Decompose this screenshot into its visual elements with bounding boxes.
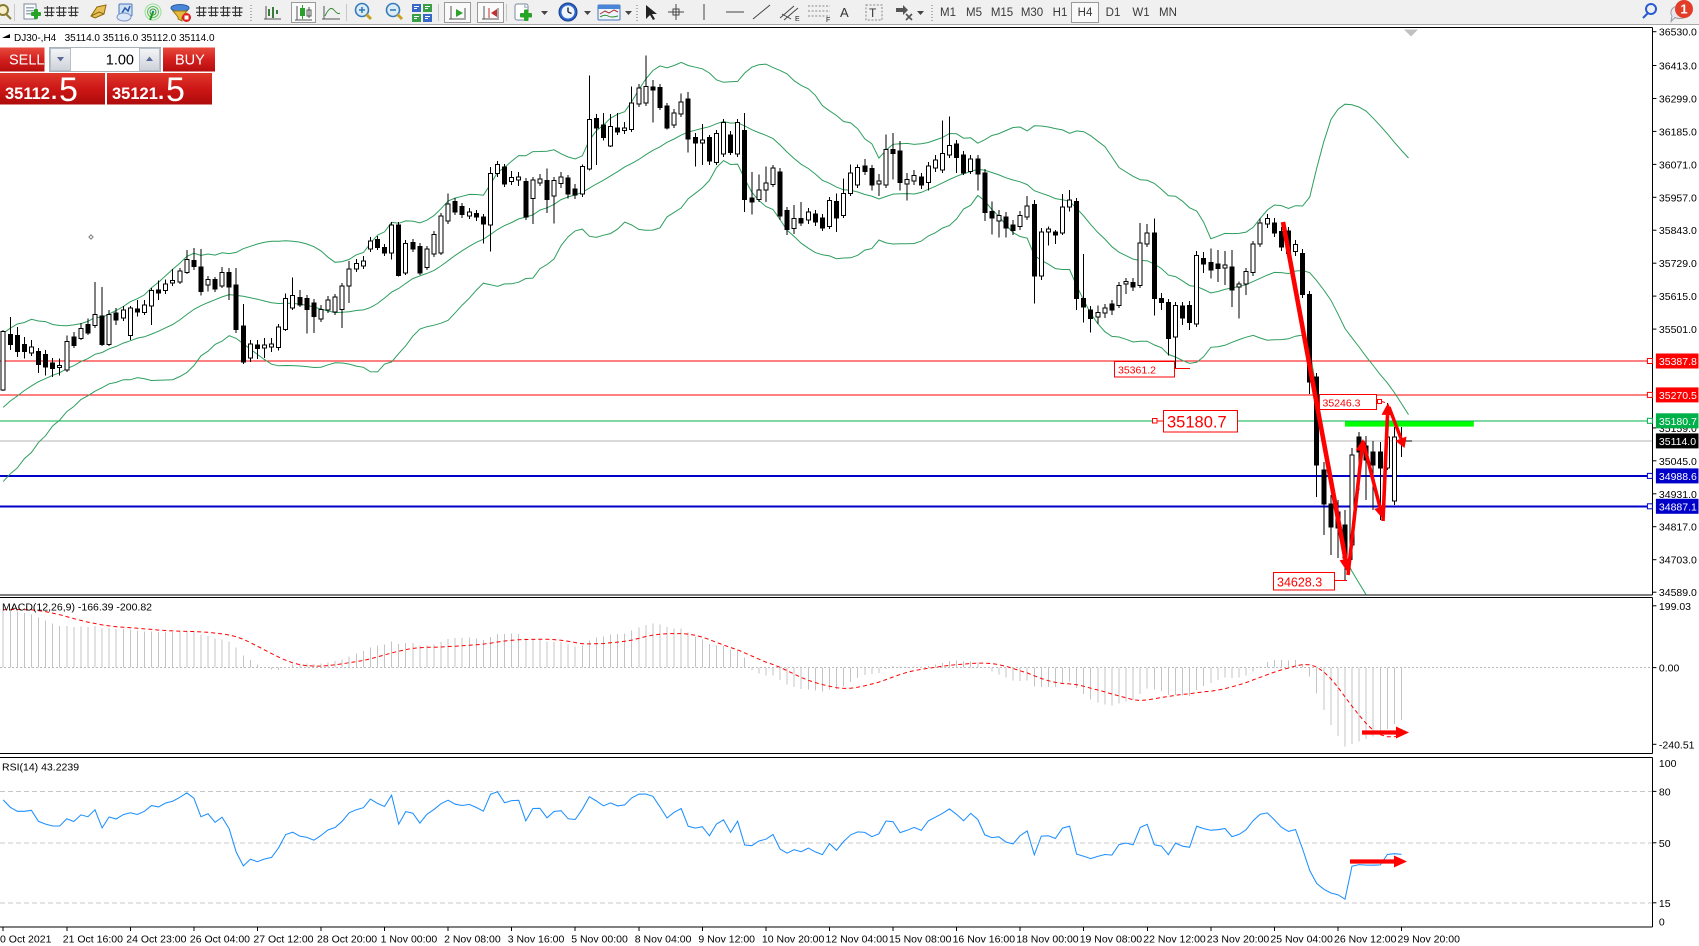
svg-text:35387.8: 35387.8 <box>1659 356 1697 368</box>
svg-text:34887.1: 34887.1 <box>1659 501 1697 513</box>
svg-text:SELL: SELL <box>9 53 44 69</box>
svg-text:BUY: BUY <box>175 53 205 69</box>
svg-text:24 Oct 23:00: 24 Oct 23:00 <box>126 934 186 946</box>
svg-text:5 Nov 00:00: 5 Nov 00:00 <box>571 934 628 946</box>
svg-text:34817.0: 34817.0 <box>1659 522 1697 534</box>
svg-text:23 Nov 20:00: 23 Nov 20:00 <box>1207 934 1270 946</box>
svg-text:22 Nov 12:00: 22 Nov 12:00 <box>1143 934 1206 946</box>
svg-text:0: 0 <box>1659 917 1665 929</box>
svg-text:36530.0: 36530.0 <box>1659 27 1697 39</box>
svg-text:9 Nov 12:00: 9 Nov 12:00 <box>698 934 755 946</box>
svg-text:35501.0: 35501.0 <box>1659 324 1697 336</box>
svg-text:35957.0: 35957.0 <box>1659 192 1697 204</box>
svg-text:8 Nov 04:00: 8 Nov 04:00 <box>635 934 692 946</box>
svg-text:RSI(14) 43.2239: RSI(14) 43.2239 <box>2 762 79 774</box>
svg-text:35112: 35112 <box>5 85 50 103</box>
svg-text:26 Nov 12:00: 26 Nov 12:00 <box>1334 934 1397 946</box>
svg-text:35045.0: 35045.0 <box>1659 456 1697 468</box>
svg-text:35270.5: 35270.5 <box>1659 390 1697 402</box>
svg-text:1: 1 <box>1680 2 1687 17</box>
svg-text:A: A <box>840 5 849 20</box>
svg-text:D1: D1 <box>1106 7 1121 19</box>
svg-text:29 Nov 20:00: 29 Nov 20:00 <box>1398 934 1461 946</box>
svg-text:36413.0: 36413.0 <box>1659 61 1697 73</box>
svg-text:35246.3: 35246.3 <box>1323 397 1361 409</box>
svg-text:18 Nov 00:00: 18 Nov 00:00 <box>1016 934 1079 946</box>
svg-text:.: . <box>158 79 164 104</box>
svg-text:36185.0: 36185.0 <box>1659 126 1697 138</box>
svg-text:28 Oct 20:00: 28 Oct 20:00 <box>317 934 377 946</box>
svg-text:E: E <box>795 16 800 23</box>
svg-text:.: . <box>51 79 57 104</box>
svg-text:15: 15 <box>1659 898 1671 910</box>
svg-text:27 Oct 12:00: 27 Oct 12:00 <box>253 934 313 946</box>
svg-text:35180.7: 35180.7 <box>1659 416 1697 428</box>
svg-text:19 Nov 08:00: 19 Nov 08:00 <box>1080 934 1143 946</box>
svg-text:50: 50 <box>1659 838 1671 850</box>
svg-text:5: 5 <box>59 71 78 109</box>
svg-text:5: 5 <box>166 71 185 109</box>
svg-text:M15: M15 <box>991 7 1013 19</box>
svg-text:10 Nov 20:00: 10 Nov 20:00 <box>762 934 825 946</box>
svg-text:80: 80 <box>1659 786 1671 798</box>
svg-text:34703.0: 34703.0 <box>1659 555 1697 567</box>
svg-text:35180.7: 35180.7 <box>1167 414 1227 432</box>
svg-text:26 Oct 04:00: 26 Oct 04:00 <box>190 934 250 946</box>
svg-text:100: 100 <box>1659 758 1677 770</box>
svg-text:M30: M30 <box>1021 7 1043 19</box>
svg-text:34628.3: 34628.3 <box>1277 575 1322 589</box>
svg-text:21 Oct 16:00: 21 Oct 16:00 <box>63 934 123 946</box>
svg-text:199.03: 199.03 <box>1659 601 1691 613</box>
svg-text:34589.0: 34589.0 <box>1659 587 1697 599</box>
svg-text:35843.0: 35843.0 <box>1659 225 1697 237</box>
svg-text:T: T <box>869 6 877 20</box>
svg-text:M5: M5 <box>966 7 982 19</box>
svg-text:W1: W1 <box>1132 7 1149 19</box>
svg-text:3 Nov 16:00: 3 Nov 16:00 <box>508 934 565 946</box>
svg-text:35121: 35121 <box>112 85 158 103</box>
svg-text:35114.0: 35114.0 <box>1659 436 1696 448</box>
svg-text:35615.0: 35615.0 <box>1659 291 1697 303</box>
svg-text:0.00: 0.00 <box>1659 663 1680 675</box>
svg-text:-240.51: -240.51 <box>1659 739 1695 751</box>
svg-text:25 Nov 04:00: 25 Nov 04:00 <box>1270 934 1333 946</box>
svg-text:36299.0: 36299.0 <box>1659 94 1697 106</box>
svg-text:DJ30-,H4 35114.0 35116.0 351: DJ30-,H4 35114.0 35116.0 35112.0 35114.0 <box>14 33 215 44</box>
svg-text:1 Nov 00:00: 1 Nov 00:00 <box>381 934 438 946</box>
svg-text:H4: H4 <box>1078 7 1093 19</box>
svg-text:36071.0: 36071.0 <box>1659 159 1697 171</box>
svg-text:20 Oct 2021: 20 Oct 2021 <box>0 934 52 946</box>
svg-text:12 Nov 04:00: 12 Nov 04:00 <box>826 934 889 946</box>
svg-text:35361.2: 35361.2 <box>1118 365 1156 377</box>
svg-text:M1: M1 <box>940 7 956 19</box>
svg-text:MN: MN <box>1159 7 1177 19</box>
svg-text:F: F <box>826 17 830 24</box>
svg-text:35729.0: 35729.0 <box>1659 258 1697 270</box>
svg-text:16 Nov 16:00: 16 Nov 16:00 <box>953 934 1016 946</box>
svg-text:1.00: 1.00 <box>106 53 134 69</box>
svg-text:H1: H1 <box>1053 7 1068 19</box>
svg-text:2 Nov 08:00: 2 Nov 08:00 <box>444 934 501 946</box>
svg-text:MACD(12,26,9) -166.39 -200.82: MACD(12,26,9) -166.39 -200.82 <box>2 602 152 614</box>
svg-text:34931.0: 34931.0 <box>1659 489 1697 501</box>
svg-text:15 Nov 08:00: 15 Nov 08:00 <box>889 934 952 946</box>
svg-text:34988.6: 34988.6 <box>1659 471 1697 483</box>
